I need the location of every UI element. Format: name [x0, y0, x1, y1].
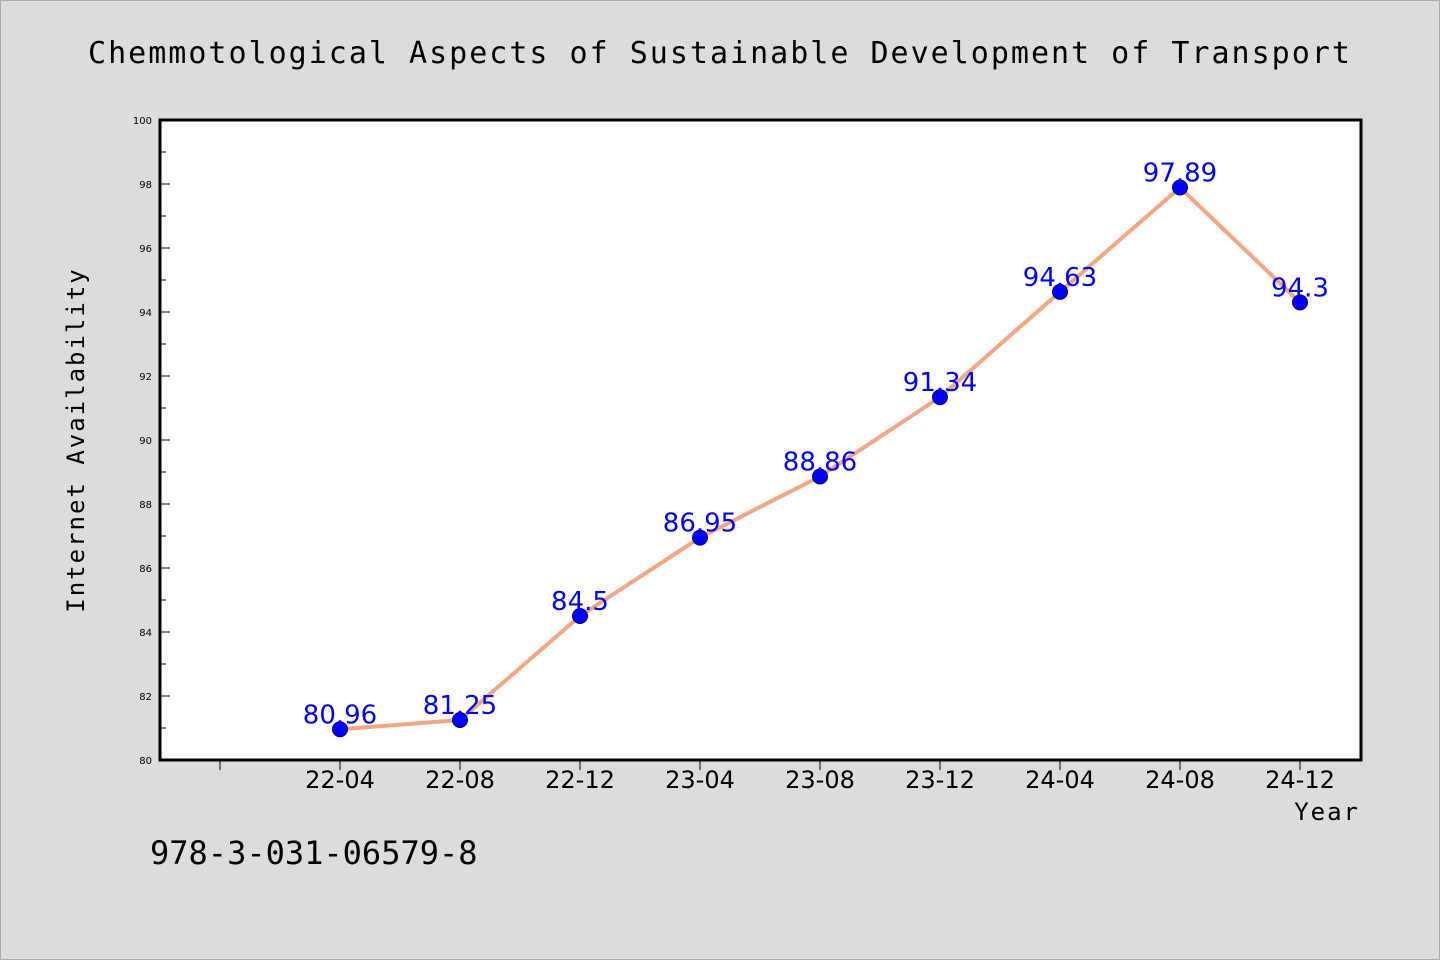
y-tick-label: 82	[139, 692, 152, 703]
x-axis-ticks: 22-04 22-08 22-12 23-04 23-08 23-12 24-04 24-08…	[219, 760, 1335, 794]
data-label: 94.3	[1271, 273, 1329, 303]
chart-title: Chemmotological Aspects of Sustainable D…	[88, 36, 1352, 71]
x-axis-label: Year	[1294, 798, 1360, 826]
y-tick-label: 94	[139, 308, 152, 319]
data-label: 84.5	[551, 587, 609, 617]
x-tick-label: 24-08	[1145, 766, 1215, 794]
data-point	[1292, 294, 1308, 311]
y-tick-label: 90	[139, 436, 152, 447]
data-point	[932, 389, 948, 406]
x-tick-label: 22-12	[545, 766, 615, 794]
data-point	[1052, 283, 1068, 300]
data-point	[332, 721, 348, 738]
y-tick-label: 80	[139, 756, 152, 767]
data-label: 80.96	[303, 700, 377, 730]
x-tick-label: 22-04	[305, 766, 375, 794]
series-layer: 80.96 81.25 84.5 86.95 88.86 91.34 94.63 97.89 9…	[303, 159, 1329, 738]
y-axis-ticks: 80 82 84 86 88 90 92 94 96 98 100	[133, 116, 170, 767]
x-tick-label: 23-04	[665, 766, 735, 794]
data-point	[452, 712, 468, 728]
x-tick-label: 23-12	[905, 766, 975, 794]
data-label: 88.86	[783, 447, 857, 477]
data-point	[572, 608, 588, 624]
y-tick-label: 88	[139, 500, 152, 511]
y-axis-label: Internet Availability	[62, 267, 90, 612]
data-point	[1172, 179, 1188, 196]
x-tick-label: 24-04	[1025, 766, 1095, 794]
x-tick-label: 23-08	[785, 766, 855, 794]
data-label: 97.89	[1143, 159, 1217, 189]
data-point	[692, 529, 708, 546]
plot-area	[158, 118, 1363, 762]
y-tick-label: 100	[133, 116, 152, 127]
y-tick-label: 98	[139, 180, 152, 191]
y-tick-label: 86	[139, 564, 152, 575]
data-label: 81.25	[423, 691, 497, 721]
data-point	[812, 468, 828, 485]
x-tick-label: 22-08	[425, 766, 495, 794]
x-tick-label: 24-12	[1265, 766, 1335, 794]
data-label: 94.63	[1023, 263, 1097, 293]
data-label: 86.95	[663, 509, 737, 539]
y-tick-label: 92	[139, 372, 152, 383]
isbn-label: 978-3-031-06579-8	[150, 834, 478, 872]
data-label: 91.34	[903, 368, 977, 398]
y-tick-label: 96	[139, 244, 152, 255]
y-tick-label: 84	[139, 628, 152, 639]
